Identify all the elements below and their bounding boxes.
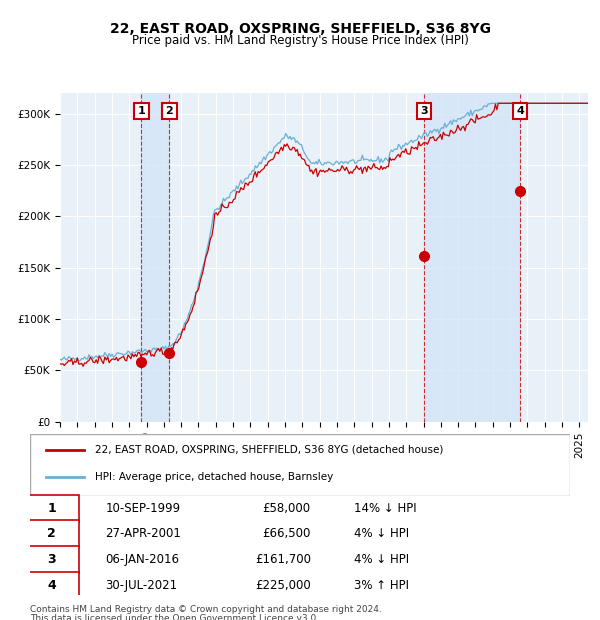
Text: HPI: Average price, detached house, Barnsley: HPI: Average price, detached house, Barn… — [95, 472, 333, 482]
Text: 3% ↑ HPI: 3% ↑ HPI — [354, 578, 409, 591]
Text: 4: 4 — [516, 106, 524, 116]
Text: 4% ↓ HPI: 4% ↓ HPI — [354, 553, 409, 566]
FancyBboxPatch shape — [25, 546, 79, 573]
Text: £58,000: £58,000 — [263, 502, 311, 515]
Text: £66,500: £66,500 — [262, 528, 311, 540]
Text: 2: 2 — [166, 106, 173, 116]
Bar — [142, 93, 169, 422]
Text: 22, EAST ROAD, OXSPRING, SHEFFIELD, S36 8YG: 22, EAST ROAD, OXSPRING, SHEFFIELD, S36 … — [110, 22, 491, 36]
Text: 3: 3 — [420, 106, 428, 116]
FancyBboxPatch shape — [25, 572, 79, 598]
Text: 10-SEP-1999: 10-SEP-1999 — [106, 502, 181, 515]
Text: 2: 2 — [47, 528, 56, 540]
Text: 30-JUL-2021: 30-JUL-2021 — [106, 578, 178, 591]
FancyBboxPatch shape — [30, 434, 570, 496]
Text: 4% ↓ HPI: 4% ↓ HPI — [354, 528, 409, 540]
Text: 3: 3 — [47, 553, 56, 566]
FancyBboxPatch shape — [25, 520, 79, 547]
Text: This data is licensed under the Open Government Licence v3.0.: This data is licensed under the Open Gov… — [30, 614, 319, 620]
Text: £225,000: £225,000 — [255, 578, 311, 591]
Text: Contains HM Land Registry data © Crown copyright and database right 2024.: Contains HM Land Registry data © Crown c… — [30, 604, 382, 614]
Text: 1: 1 — [47, 502, 56, 515]
Bar — [424, 93, 520, 422]
Text: 22, EAST ROAD, OXSPRING, SHEFFIELD, S36 8YG (detached house): 22, EAST ROAD, OXSPRING, SHEFFIELD, S36 … — [95, 445, 443, 454]
Text: £161,700: £161,700 — [255, 553, 311, 566]
Text: 4: 4 — [47, 578, 56, 591]
Text: Price paid vs. HM Land Registry's House Price Index (HPI): Price paid vs. HM Land Registry's House … — [131, 34, 469, 47]
Text: 1: 1 — [137, 106, 145, 116]
Text: 27-APR-2001: 27-APR-2001 — [106, 528, 181, 540]
Text: 14% ↓ HPI: 14% ↓ HPI — [354, 502, 416, 515]
FancyBboxPatch shape — [25, 495, 79, 521]
Text: 06-JAN-2016: 06-JAN-2016 — [106, 553, 179, 566]
